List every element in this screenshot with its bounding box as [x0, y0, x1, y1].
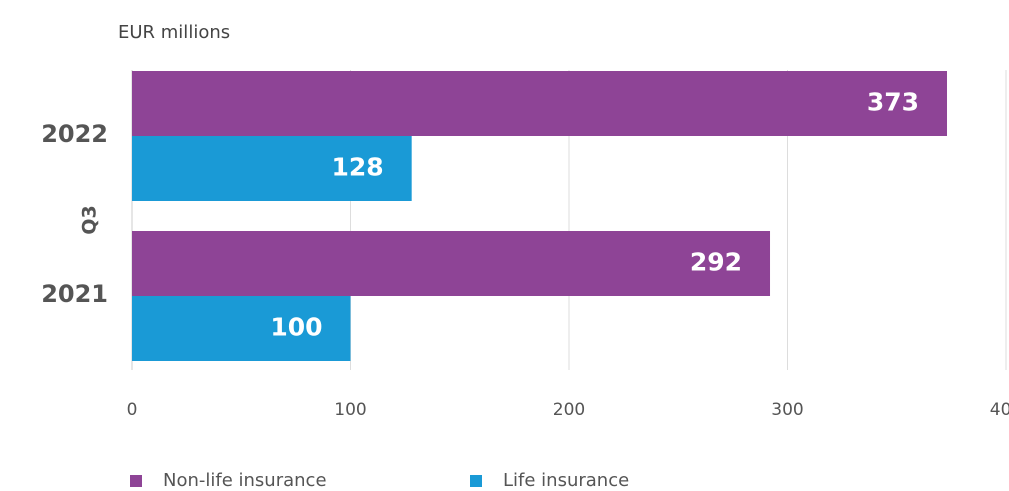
x-tick-label: 0: [127, 400, 138, 420]
bar: [132, 136, 412, 201]
bar: [132, 296, 351, 361]
y-tick-label: 2022: [41, 120, 108, 148]
y-tick-label: 2021: [41, 280, 108, 308]
value-label: 128: [331, 153, 383, 182]
value-label: 100: [270, 313, 322, 342]
x-tick-label: 400: [990, 400, 1009, 420]
value-label: 373: [867, 88, 919, 117]
x-tick-label: 200: [553, 400, 585, 420]
bar: [132, 71, 948, 136]
group-label: Q3: [79, 205, 101, 234]
axis-unit: EUR millions: [118, 22, 230, 43]
legend-swatch: [130, 475, 142, 487]
legend-label: Non-life insurance: [163, 470, 327, 491]
bar: [132, 231, 771, 296]
legend-swatch: [470, 475, 482, 487]
legend-label: Life insurance: [503, 470, 629, 491]
value-label: 292: [690, 248, 742, 277]
x-tick-label: 300: [771, 400, 803, 420]
x-tick-label: 100: [334, 400, 366, 420]
